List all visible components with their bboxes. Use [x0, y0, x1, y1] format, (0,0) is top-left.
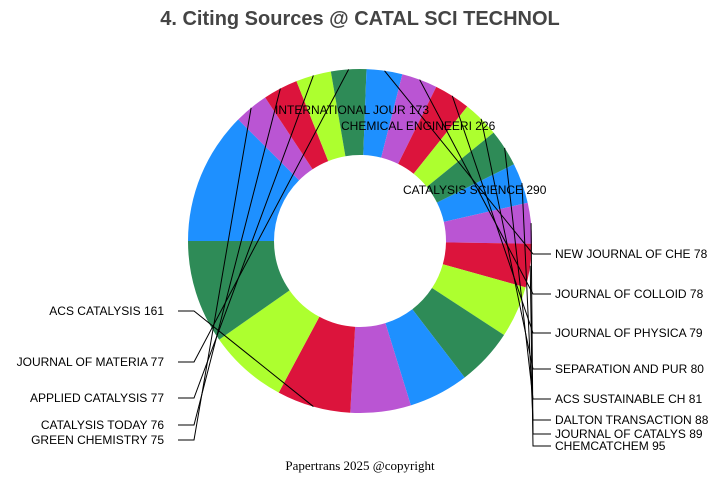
slice-green-chemistry: [238, 97, 313, 181]
slice-acs-catalysis: [278, 316, 356, 413]
slice-label-chemcatchem: CHEMCATCHEM 95: [555, 439, 666, 453]
slice-journal-of-catalys: [443, 202, 532, 244]
leader-line-separation-and-pur: [480, 118, 551, 370]
slice-label-journal-of-physica: JOURNAL OF PHYSICA 79: [555, 326, 703, 340]
slice-label-catalysis-science: CATALYSIS SCIENCE 290: [403, 183, 547, 197]
slice-label-applied-surface-sc: APPLIED SURFACE SC 113: [555, 0, 708, 3]
leader-line-journal-of-colloid: [419, 79, 551, 295]
slice-catalysts: [385, 309, 465, 406]
slice-applied-surface-sc: [432, 264, 526, 336]
slice-fuel: [350, 323, 411, 413]
slice-applied-catalysis: [296, 71, 346, 162]
slice-international-jour: [219, 290, 320, 393]
chart-footer: Papertrans 2025 @copyright: [285, 458, 435, 473]
labels-group: CATALYSIS SCIENCE 290 INTERNATIONAL JOUR …: [17, 0, 712, 453]
slice-label-chemical-engineeri: CHEMICAL ENGINEERI 226: [341, 119, 496, 133]
slice-label-acs-catalysis: ACS CATALYSIS 161: [49, 304, 164, 318]
slice-label-applied-catalysis: APPLIED CATALYSIS 77: [30, 391, 164, 405]
slice-label-international-jour: INTERNATIONAL JOUR 173: [275, 103, 429, 117]
slice-label-green-chemistry: GREEN CHEMISTRY 75: [31, 433, 164, 447]
slice-label-separation-and-pur: SEPARATION AND PUR 80: [555, 362, 704, 376]
slice-label-journal-of-colloid: JOURNAL OF COLLOID 78: [555, 287, 704, 301]
leader-line-new-journal-of-che: [384, 70, 551, 255]
leader-line-catalysis-today: [178, 88, 281, 426]
slices-group: [188, 68, 532, 413]
slice-new-journal-of-che: [363, 69, 403, 158]
slice-catalysis-today: [265, 81, 329, 170]
slice-molecular-catalysi: [412, 288, 505, 378]
slice-journal-of-materia: [330, 68, 367, 157]
slice-chemical-engineeri: [188, 241, 290, 340]
leader-line-applied-catalysis: [178, 75, 314, 399]
slice-label-journal-of-catalys: JOURNAL OF CATALYS 89: [555, 427, 703, 441]
leader-line-chemcatchem: [529, 265, 551, 447]
leader-line-journal-of-materia: [178, 69, 350, 363]
leader-line-journal-of-physica: [451, 95, 551, 334]
slice-separation-and-pur: [413, 106, 494, 187]
slice-label-journal-of-materia: JOURNAL OF MATERIA 77: [17, 355, 165, 369]
leader-line-journal-of-catalys: [530, 223, 551, 435]
chart-title: 4. Citing Sources @ CATAL SCI TECHNOL: [160, 8, 560, 30]
slice-chemcatchem: [442, 242, 532, 288]
slice-label-catalysis-today: CATALYSIS TODAY 76: [41, 418, 164, 432]
leader-line-green-chemistry: [178, 107, 252, 441]
slice-acs-sustainable-ch: [426, 132, 514, 203]
slice-dalton-transaction: [436, 164, 528, 222]
slice-label-fuel: FUEL 132: [555, 0, 609, 3]
leader-line-acs-catalysis: [178, 310, 314, 407]
slice-catalysis-science: [188, 119, 300, 241]
slice-label-new-journal-of-che: NEW JOURNAL OF CHE 78: [555, 247, 708, 261]
slice-label-dalton-transaction: DALTON TRANSACTION 88: [555, 413, 709, 427]
slice-journal-of-colloid: [381, 74, 437, 164]
slice-label-molecular-catalysi: MOLECULAR CATALYSI 125: [555, 0, 712, 3]
slice-label-acs-sustainable-ch: ACS SUSTAINABLE CH 81: [555, 392, 702, 406]
slice-label-catalysts: CATALYSTS 131: [555, 0, 646, 3]
